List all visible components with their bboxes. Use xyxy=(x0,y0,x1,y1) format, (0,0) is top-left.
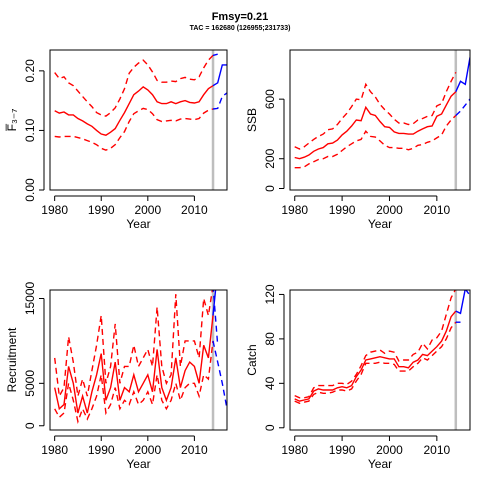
history-estimate-line xyxy=(54,315,214,414)
x-tick-label: 2010 xyxy=(423,443,450,457)
history-lower-line xyxy=(54,107,214,151)
y-tick-label: 0.20 xyxy=(23,59,37,83)
x-tick-label: 2000 xyxy=(134,203,161,217)
y-tick-label: 600 xyxy=(263,89,277,109)
x-tick-label: 1990 xyxy=(329,443,356,457)
plot-frame xyxy=(289,49,471,191)
history-upper-line xyxy=(54,54,214,117)
x-tick-label: 1980 xyxy=(281,443,308,457)
plot-frame xyxy=(49,49,228,191)
panel-2: 1980 1990 2000 2010 Year 0 200 600 SSB xyxy=(245,49,471,231)
y-tick-label: 15000 xyxy=(23,281,37,315)
x-tick-label: 1990 xyxy=(88,443,115,457)
x-axis-label: Year xyxy=(126,457,150,471)
history-upper-line xyxy=(54,290,214,399)
y-tick-label: 0.10 xyxy=(23,118,37,142)
y-tick-label: 40 xyxy=(263,376,277,390)
x-tick-label: 2010 xyxy=(181,443,208,457)
history-lower-line xyxy=(294,114,457,169)
history-lower-line xyxy=(294,321,457,405)
y-tick-label: 0 xyxy=(263,185,277,192)
history-upper-line xyxy=(294,290,457,399)
x-axis-label: Year xyxy=(126,217,150,231)
x-tick-label: 1980 xyxy=(41,443,68,457)
y-axis-label: Catch xyxy=(245,344,259,375)
x-tick-label: 2000 xyxy=(376,203,403,217)
panels: 1980 1990 2000 2010Year0.000.100.20F̅₃₋₇198… xyxy=(5,49,471,471)
panel-4: 1980 1990 2000 2010 Year 0 40 80 120 Catch xyxy=(245,284,471,471)
y-tick-label: 0.00 xyxy=(23,178,37,202)
figure-subtitle: TAC = 162680 (126955;231733) xyxy=(190,25,291,32)
projection-lower-line xyxy=(455,98,470,117)
x-tick-label: 1980 xyxy=(41,203,68,217)
y-tick-label: 0 xyxy=(23,422,37,429)
projection-estimate-line xyxy=(212,64,227,87)
panel-1: 1980 1990 2000 2010 Year 0.00 0.10 0.20 F̅₃₋₇ xyxy=(5,49,228,231)
history-estimate-line xyxy=(54,85,214,136)
projection-estimate-line xyxy=(455,290,466,315)
projection-upper-line xyxy=(212,53,218,57)
y-tick-label: 80 xyxy=(263,332,277,346)
x-axis-label: Year xyxy=(368,457,392,471)
history-estimate-line xyxy=(294,91,457,160)
x-tick-label: 1990 xyxy=(329,203,356,217)
y-axis-label: SSB xyxy=(245,108,259,132)
projection-lower-line xyxy=(212,340,227,409)
x-tick-label: 2000 xyxy=(376,443,403,457)
x-tick-label: 2010 xyxy=(423,203,450,217)
y-tick-label: 5000 xyxy=(23,370,37,397)
history-lower-line xyxy=(54,340,214,424)
y-axis-label: Recruitment xyxy=(5,327,19,392)
history-upper-line xyxy=(294,71,457,150)
projection-estimate-line xyxy=(212,290,217,316)
x-tick-label: 1980 xyxy=(281,203,308,217)
y-tick-label: 120 xyxy=(263,284,277,304)
y-axis-label: F̅₃₋₇ xyxy=(5,109,19,132)
projection-estimate-line xyxy=(455,57,470,92)
plot-frame xyxy=(49,289,228,431)
plot-frame xyxy=(289,289,471,431)
x-axis-label: Year xyxy=(368,217,392,231)
panel-3: 1980 1990 2000 2010 Year 0 5000 15000 Recruitmen… xyxy=(5,281,228,471)
x-tick-label: 1990 xyxy=(88,203,115,217)
figure-title: Fmsy=0.21 xyxy=(212,11,269,23)
history-estimate-line xyxy=(294,310,457,402)
projection-lower-line xyxy=(212,92,227,110)
y-tick-label: 0 xyxy=(263,424,277,431)
y-tick-label: 200 xyxy=(263,148,277,168)
x-tick-label: 2000 xyxy=(134,443,161,457)
x-tick-label: 2010 xyxy=(181,203,208,217)
